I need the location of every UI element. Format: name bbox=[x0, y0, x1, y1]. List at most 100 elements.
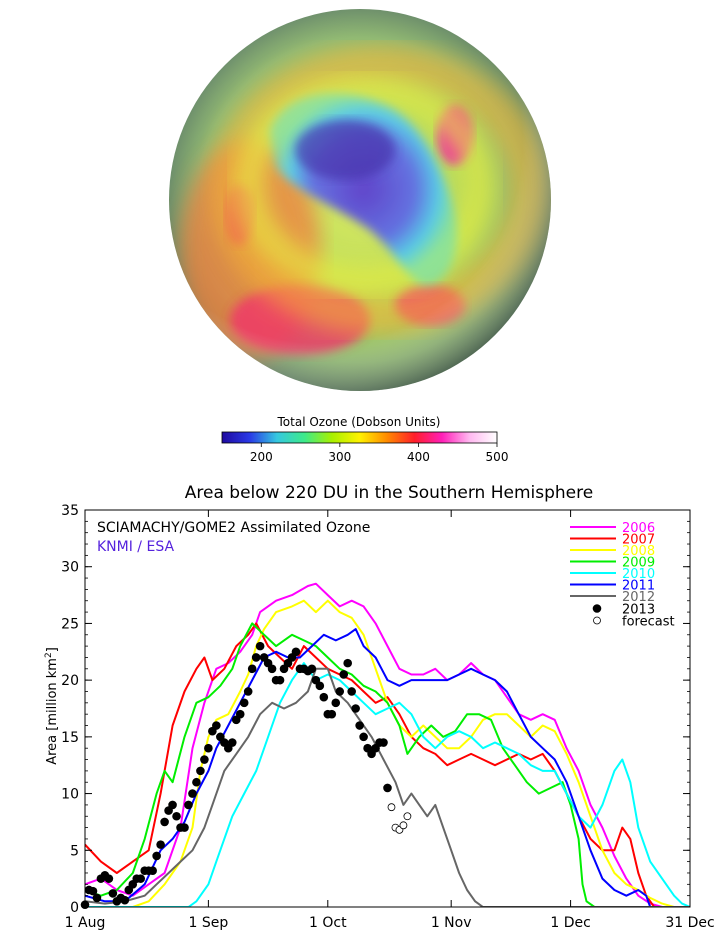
data-point-2013 bbox=[168, 800, 177, 810]
data-point-2013 bbox=[291, 647, 301, 657]
globe-shading bbox=[169, 9, 551, 391]
y-tick-label: 35 bbox=[61, 503, 79, 519]
data-point-2013 bbox=[339, 670, 349, 679]
data-point-2013 bbox=[335, 687, 345, 696]
legend-label-2012: 2012 bbox=[622, 590, 655, 605]
data-point-2013 bbox=[196, 766, 205, 776]
y-tick-label: 20 bbox=[61, 673, 79, 689]
data-point-2013 bbox=[160, 817, 169, 827]
x-tick-label: 1 Dec bbox=[550, 915, 590, 931]
y-axis-label-sup: 2 bbox=[44, 652, 54, 658]
data-point-2013 bbox=[355, 721, 364, 730]
legend-label-2007: 2007 bbox=[622, 533, 655, 548]
colorbar-tick-label: 200 bbox=[250, 450, 273, 464]
data-point-2013 bbox=[204, 743, 213, 753]
legend-dot-2013 bbox=[592, 604, 602, 613]
data-point-2013 bbox=[152, 851, 161, 861]
legend-label-2008: 2008 bbox=[622, 544, 655, 559]
y-tick-label: 0 bbox=[70, 900, 79, 916]
colorbar-ticks: 200 300 400 500 bbox=[250, 443, 509, 464]
chart-title: Area below 220 DU in the Southern Hemisp… bbox=[185, 483, 593, 503]
series-line-2007 bbox=[85, 622, 690, 907]
y-tick-label: 15 bbox=[61, 730, 79, 746]
data-point-2013 bbox=[227, 738, 237, 747]
x-axis: 1 Aug 1 Sep 1 Oct 1 Nov 1 Dec 31 Dec bbox=[65, 510, 715, 931]
ozone-colorbar: Total Ozone (Dobson Units) 200 300 400 500 bbox=[221, 415, 509, 464]
colorbar-tick-label: 500 bbox=[486, 450, 509, 464]
data-point-2013 bbox=[247, 664, 257, 674]
data-point-2013 bbox=[184, 800, 193, 810]
data-point-2013 bbox=[307, 664, 317, 674]
forecast-point bbox=[399, 821, 408, 830]
legend-label-forecast: forecast bbox=[622, 615, 675, 630]
y-tick-label: 25 bbox=[61, 616, 79, 632]
x-tick-label: 1 Aug bbox=[65, 915, 106, 931]
colorbar-title: Total Ozone (Dobson Units) bbox=[277, 415, 441, 429]
data-point-2013 bbox=[331, 698, 341, 708]
legend-label-2009: 2009 bbox=[622, 556, 655, 571]
data-point-2013 bbox=[359, 732, 368, 742]
data-point-2013 bbox=[180, 823, 189, 832]
y-tick-label: 5 bbox=[70, 843, 79, 859]
data-point-2013 bbox=[383, 783, 392, 793]
x-tick-label: 1 Sep bbox=[189, 915, 229, 931]
y-axis: 0 5 10 15 20 25 30 35 bbox=[61, 503, 690, 916]
x-tick-label: 1 Nov bbox=[431, 915, 472, 931]
y-axis-label-text: Area [million km bbox=[45, 658, 60, 765]
colorbar-tick-label: 400 bbox=[407, 450, 430, 464]
data-point-2013 bbox=[148, 866, 157, 876]
data-point-2013 bbox=[235, 709, 245, 719]
ozone-hole-area-chart: Area below 220 DU in the Southern Hemisp… bbox=[44, 483, 715, 931]
series-line-2006 bbox=[85, 582, 690, 907]
data-point-2013 bbox=[136, 874, 146, 883]
y-tick-label: 30 bbox=[61, 560, 79, 576]
y-tick-label: 10 bbox=[61, 787, 79, 803]
plot-frame bbox=[84, 509, 691, 908]
legend-label-2010: 2010 bbox=[622, 567, 655, 582]
data-point-2013 bbox=[192, 777, 201, 787]
y-axis-label: Area [million km2] bbox=[44, 647, 60, 765]
data-point-2013 bbox=[120, 895, 130, 905]
x-tick-label: 1 Oct bbox=[309, 915, 347, 931]
legend-label-2013: 2013 bbox=[622, 603, 655, 618]
series-line-2010 bbox=[85, 662, 690, 907]
data-point-2013 bbox=[379, 738, 388, 747]
source-institutions: KNMI / ESA bbox=[97, 539, 174, 555]
data-point-2013 bbox=[104, 874, 114, 883]
data-point-2013 bbox=[156, 840, 165, 849]
data-point-2013 bbox=[327, 709, 337, 719]
data-point-2013 bbox=[239, 698, 249, 708]
legend-label-2006: 2006 bbox=[622, 521, 655, 536]
data-point-2013 bbox=[108, 889, 118, 898]
data-point-2013 bbox=[172, 811, 181, 821]
data-point-2013 bbox=[251, 653, 261, 662]
colorbar-tick-label: 300 bbox=[328, 450, 351, 464]
data-point-2013 bbox=[315, 681, 325, 691]
legend-forecast-marker bbox=[593, 616, 601, 625]
data-point-2013 bbox=[243, 687, 253, 696]
data-point-2013 bbox=[351, 704, 360, 713]
legend-label-2011: 2011 bbox=[622, 579, 655, 594]
source-label: SCIAMACHY/GOME2 Assimilated Ozone bbox=[97, 520, 370, 536]
forecast-point bbox=[387, 803, 396, 812]
data-point-2013 bbox=[188, 789, 197, 798]
data-point-2013 bbox=[212, 721, 221, 730]
x-tick-label: 31 Dec bbox=[665, 915, 714, 931]
y-axis-label-end: ] bbox=[45, 647, 60, 652]
forecast-point bbox=[403, 812, 412, 821]
data-point-2013 bbox=[319, 692, 329, 702]
ozone-globe-map bbox=[169, 9, 551, 391]
data-point-2013 bbox=[267, 664, 277, 674]
data-point-2013 bbox=[88, 886, 98, 896]
data-point-2013 bbox=[343, 658, 352, 668]
series-layer bbox=[85, 582, 690, 907]
colorbar-gradient bbox=[221, 431, 498, 444]
data-point-2013 bbox=[275, 675, 285, 685]
data-point-2013 bbox=[200, 755, 209, 764]
series-line-2011 bbox=[85, 628, 690, 907]
data-point-2013 bbox=[255, 641, 265, 651]
data-point-2013 bbox=[92, 893, 102, 903]
series-line-2012 bbox=[85, 667, 690, 907]
data-point-2013 bbox=[347, 687, 356, 696]
